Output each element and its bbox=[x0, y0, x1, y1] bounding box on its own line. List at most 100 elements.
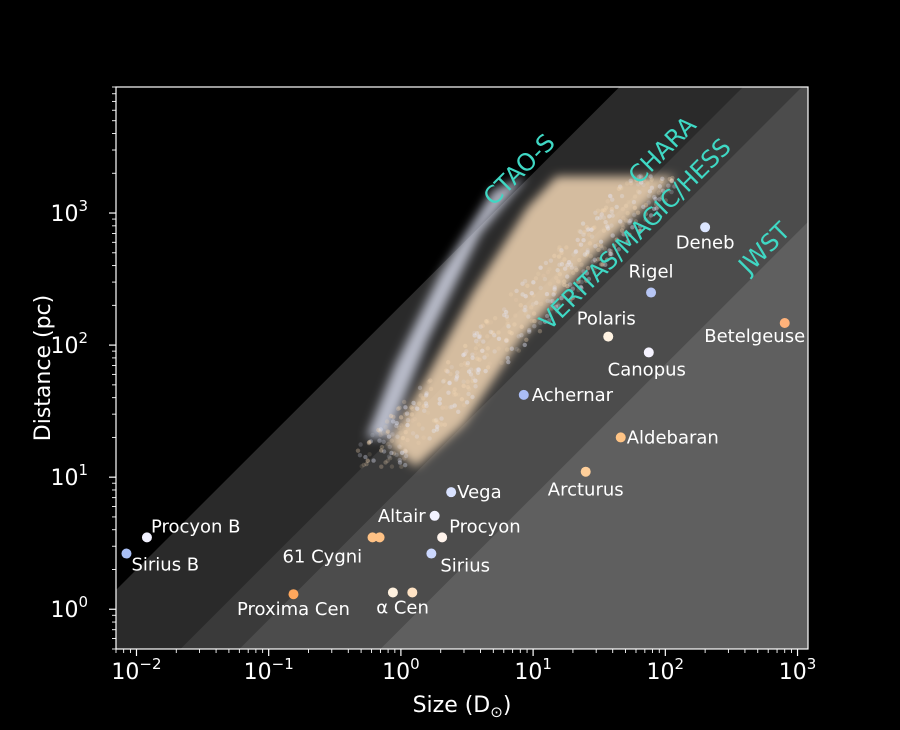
star-label-arcturus: Arcturus bbox=[548, 480, 624, 501]
catalog-point bbox=[437, 401, 442, 406]
catalog-point bbox=[621, 215, 626, 221]
catalog-point bbox=[448, 371, 453, 377]
catalog-point bbox=[607, 253, 613, 258]
catalog-point bbox=[437, 396, 443, 402]
catalog-point bbox=[632, 194, 638, 199]
catalog-point bbox=[442, 378, 447, 383]
x-tick-label: 100 bbox=[382, 655, 420, 685]
catalog-point bbox=[475, 341, 481, 347]
catalog-point bbox=[507, 329, 512, 335]
catalog-point bbox=[484, 352, 490, 358]
catalog-point bbox=[473, 346, 479, 351]
catalog-point bbox=[542, 319, 548, 325]
catalog-point bbox=[603, 219, 608, 225]
x-axis-label: Size (D⊙) bbox=[413, 693, 512, 721]
star-marker-achernar bbox=[518, 389, 529, 400]
catalog-point bbox=[422, 408, 427, 414]
catalog-point bbox=[380, 431, 386, 436]
catalog-point bbox=[649, 177, 654, 182]
catalog-point bbox=[659, 179, 664, 184]
catalog-point bbox=[355, 448, 361, 453]
catalog-point bbox=[401, 399, 407, 405]
catalog-point bbox=[552, 285, 557, 290]
catalog-point bbox=[357, 452, 363, 458]
catalog-point bbox=[603, 205, 609, 210]
catalog-point bbox=[505, 355, 511, 361]
catalog-point bbox=[644, 179, 650, 185]
star-label-proxima-cen: Proxima Cen bbox=[237, 599, 350, 620]
catalog-point bbox=[592, 265, 598, 271]
catalog-point bbox=[465, 356, 470, 362]
catalog-point bbox=[398, 444, 403, 450]
catalog-point bbox=[618, 219, 623, 224]
catalog-point bbox=[468, 372, 474, 377]
catalog-point bbox=[447, 380, 452, 385]
catalog-point bbox=[538, 301, 544, 307]
catalog-point bbox=[653, 202, 659, 207]
catalog-point bbox=[379, 444, 385, 450]
catalog-point bbox=[638, 173, 643, 179]
catalog-point bbox=[638, 228, 643, 233]
catalog-point bbox=[631, 199, 637, 205]
catalog-point bbox=[504, 314, 510, 319]
catalog-point bbox=[421, 396, 426, 401]
catalog-point bbox=[522, 342, 527, 348]
catalog-point bbox=[538, 265, 543, 270]
catalog-point bbox=[624, 181, 630, 186]
catalog-point bbox=[440, 405, 445, 410]
catalog-point bbox=[564, 245, 569, 250]
star-marker-aldebaran bbox=[615, 432, 626, 443]
catalog-point bbox=[554, 309, 560, 314]
catalog-point bbox=[461, 384, 467, 389]
catalog-point bbox=[396, 425, 402, 430]
band-jwst bbox=[380, 221, 808, 649]
catalog-point bbox=[557, 262, 562, 268]
catalog-point bbox=[607, 214, 612, 219]
catalog-point bbox=[426, 379, 431, 384]
catalog-point bbox=[620, 206, 626, 212]
catalog-point bbox=[584, 225, 590, 230]
catalog-point bbox=[465, 360, 471, 366]
catalog-point bbox=[593, 259, 598, 264]
catalog-point bbox=[599, 262, 604, 267]
catalog-point bbox=[464, 400, 470, 405]
catalog-point bbox=[559, 262, 565, 267]
catalog-point bbox=[522, 308, 527, 313]
catalog-point bbox=[476, 367, 481, 372]
catalog-point bbox=[641, 204, 646, 210]
catalog-point bbox=[526, 314, 531, 319]
catalog-point bbox=[512, 322, 517, 327]
catalog-point bbox=[637, 174, 642, 179]
catalog-point bbox=[567, 282, 573, 287]
catalog-point bbox=[585, 248, 590, 253]
catalog-point bbox=[465, 379, 470, 384]
catalog-point bbox=[394, 423, 399, 429]
catalog-point bbox=[475, 356, 480, 361]
star-marker-sirius-b bbox=[121, 548, 132, 559]
catalog-point bbox=[562, 266, 568, 271]
catalog-point bbox=[557, 245, 562, 250]
catalog-point bbox=[571, 252, 576, 257]
catalog-point bbox=[638, 175, 644, 180]
catalog-point bbox=[647, 189, 653, 194]
catalog-point bbox=[577, 228, 582, 234]
catalog-point bbox=[603, 262, 608, 268]
catalog-point bbox=[656, 190, 662, 195]
catalog-point bbox=[502, 307, 507, 312]
catalog-point bbox=[473, 378, 478, 383]
catalog-point bbox=[607, 193, 613, 199]
catalog-point bbox=[478, 324, 484, 329]
catalog-point bbox=[532, 324, 537, 329]
catalog-point bbox=[435, 420, 440, 425]
x-axis-ticks: 10−2 10−1 100 101 102 103 bbox=[111, 649, 816, 685]
catalog-point bbox=[361, 462, 366, 468]
catalog-point bbox=[634, 177, 639, 183]
catalog-point bbox=[590, 259, 595, 264]
catalog-point bbox=[604, 258, 610, 263]
catalog-point bbox=[386, 454, 392, 459]
catalog-point bbox=[643, 217, 648, 222]
catalog-point bbox=[534, 300, 539, 305]
catalog-point bbox=[367, 452, 372, 457]
catalog-point bbox=[660, 188, 666, 193]
catalog-point bbox=[608, 251, 613, 257]
